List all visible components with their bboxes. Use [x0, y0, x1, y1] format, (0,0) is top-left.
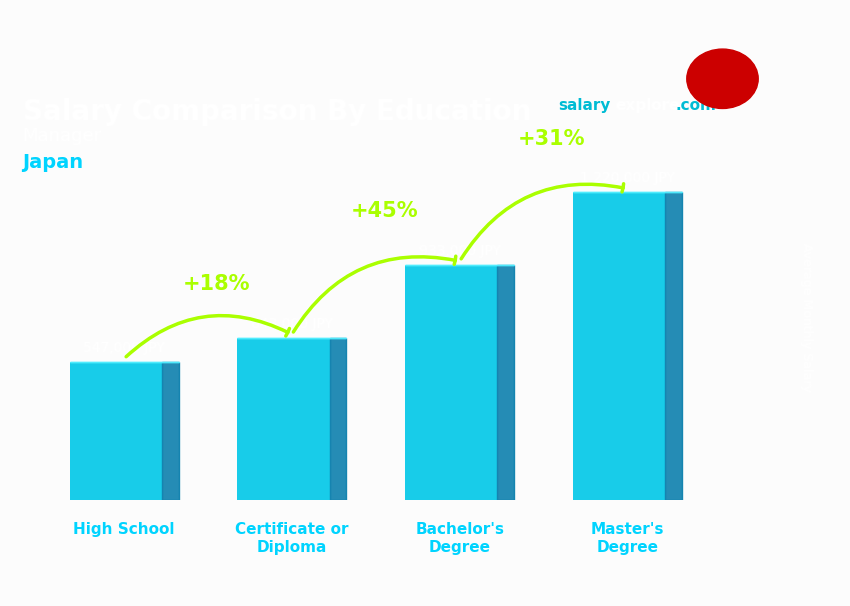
Text: Bachelor's
Degree: Bachelor's Degree	[415, 522, 504, 554]
Text: High School: High School	[73, 522, 175, 538]
Bar	[237, 338, 330, 501]
Bar	[573, 193, 666, 501]
Text: 547,000 JPY: 547,000 JPY	[83, 341, 165, 355]
Text: Master's
Degree: Master's Degree	[591, 522, 664, 554]
Text: +18%: +18%	[183, 274, 250, 294]
Text: 1,220,000 JPY: 1,220,000 JPY	[580, 171, 675, 185]
Polygon shape	[497, 265, 514, 501]
Circle shape	[687, 49, 758, 108]
Text: Certificate or
Diploma: Certificate or Diploma	[235, 522, 348, 554]
Polygon shape	[666, 193, 682, 501]
Text: Manager: Manager	[23, 127, 102, 145]
Text: Japan: Japan	[23, 153, 83, 171]
Text: salary: salary	[558, 98, 611, 113]
Polygon shape	[330, 338, 347, 501]
Text: +31%: +31%	[518, 128, 586, 148]
Polygon shape	[162, 362, 178, 501]
Bar	[405, 265, 497, 501]
Text: .com: .com	[676, 98, 717, 113]
Text: Average Monthly Salary: Average Monthly Salary	[801, 243, 813, 392]
Text: 643,000 JPY: 643,000 JPY	[251, 317, 333, 331]
Text: 933,000 JPY: 933,000 JPY	[419, 244, 501, 258]
Bar	[70, 362, 162, 501]
Text: +45%: +45%	[350, 201, 418, 221]
Text: explorer: explorer	[615, 98, 688, 113]
Text: Salary Comparison By Education: Salary Comparison By Education	[23, 98, 531, 126]
